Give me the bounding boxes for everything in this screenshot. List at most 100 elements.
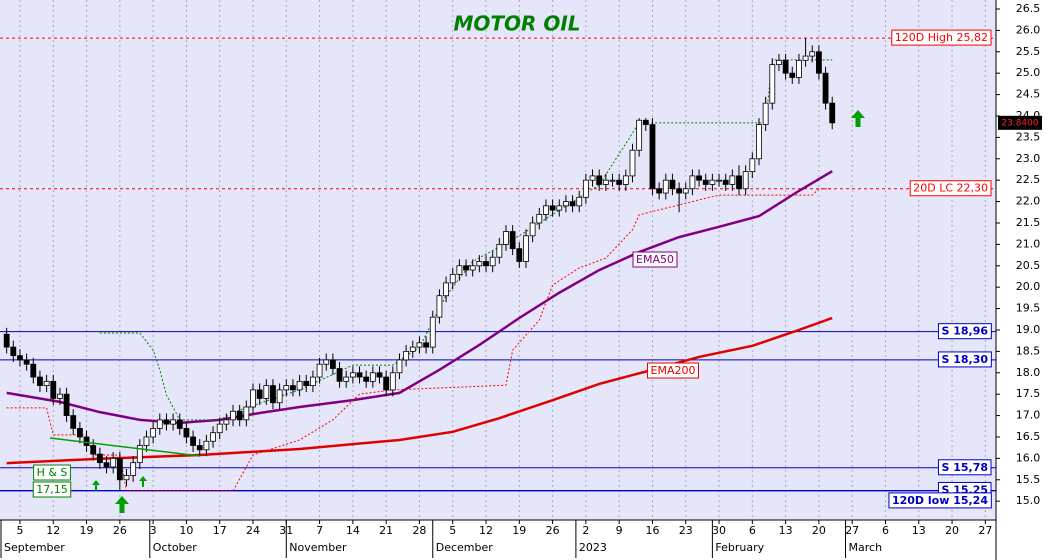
candle-body [236, 410, 243, 421]
candle-body [396, 359, 403, 374]
y-tick-label: 23.0 [1016, 152, 1041, 165]
month-label: September [4, 541, 65, 554]
candle-body [329, 359, 336, 369]
candle-body [63, 393, 70, 416]
x-tick-label: 30 [712, 524, 726, 537]
arrow-up [851, 110, 865, 127]
x-tick-label: 9 [616, 524, 623, 537]
candle-body [589, 175, 596, 181]
candle-body [243, 406, 250, 421]
y-tick-label: 25.0 [1016, 66, 1041, 79]
candle-body [3, 333, 10, 348]
x-tick-label: 5 [449, 524, 456, 537]
candle-body [789, 72, 796, 78]
y-tick-label: 25.5 [1016, 45, 1041, 58]
y-tick-label: 21.5 [1016, 216, 1041, 229]
month-label: December [436, 541, 494, 554]
level-label: 20D LC 22,30 [913, 182, 988, 195]
candle-body [449, 273, 456, 284]
candle-body [496, 243, 503, 258]
x-tick-label: 6 [749, 524, 756, 537]
candle-body [263, 385, 270, 399]
level-label: S 15,78 [941, 461, 988, 474]
candle-body [57, 393, 63, 399]
x-tick-label: 20 [812, 524, 826, 537]
candle-body [642, 119, 649, 125]
candle-body [483, 261, 489, 267]
candle-body [163, 419, 170, 425]
candle-body [123, 475, 130, 481]
month-label: March [849, 541, 883, 554]
plot-area [0, 0, 996, 520]
level-label-box [937, 351, 992, 368]
x-tick-label: 13 [779, 524, 793, 537]
y-tick-label: 20.5 [1016, 259, 1041, 272]
y-tick-label: 17.5 [1016, 387, 1041, 400]
channel-line [6, 188, 833, 492]
candle-body [256, 389, 263, 399]
candle-body [349, 372, 356, 378]
candle-body [250, 389, 256, 408]
x-tick-label: 13 [912, 524, 926, 537]
candle-body [156, 419, 163, 429]
x-tick-label: 6 [882, 524, 889, 537]
y-tick-label: 18.5 [1016, 344, 1041, 357]
series [0, 37, 996, 492]
candle-body [742, 171, 749, 190]
candle-body [110, 457, 117, 468]
candle-body [23, 359, 30, 365]
y-tick-label: 21.0 [1016, 237, 1041, 250]
candle-body [696, 175, 702, 181]
annotation-box [632, 251, 678, 268]
candles [3, 38, 836, 491]
ema-line [6, 170, 833, 425]
arrow-up [115, 496, 129, 513]
candle-body [602, 179, 609, 185]
candle-body [303, 380, 310, 387]
x-tick-label: 10 [179, 524, 193, 537]
candle-body [270, 385, 276, 404]
x-tick-label: 5 [16, 524, 23, 537]
level-label: 120D High 25,82 [895, 31, 988, 44]
candle-body [37, 376, 43, 387]
candle-body [310, 376, 316, 387]
candle-body [416, 342, 423, 348]
last-price-badge [998, 115, 1042, 130]
x-tick-label: 7 [316, 524, 323, 537]
candle-body [136, 445, 143, 464]
x-tick-label: 16 [645, 524, 659, 537]
candle-body [822, 72, 829, 104]
candle-body [503, 231, 509, 245]
candle-body [662, 179, 669, 194]
candle-body [43, 380, 50, 387]
arrow-up [92, 480, 100, 491]
candle-body [276, 389, 283, 404]
candle-body [296, 380, 303, 391]
y-tick-label: 19.5 [1016, 302, 1041, 315]
x-tick-label: 12 [46, 524, 60, 537]
candle-body [549, 205, 556, 211]
annotation-box [33, 464, 71, 481]
x-tick-label: 27 [978, 524, 992, 537]
candle-body [596, 175, 603, 185]
candle-body [649, 124, 656, 190]
candle-body [409, 346, 416, 352]
candle-body [290, 385, 296, 391]
candle-body [536, 214, 543, 224]
candle-body [469, 265, 476, 271]
x-tick-label: 24 [246, 524, 260, 537]
month-label: February [715, 541, 764, 554]
candle-body [116, 457, 123, 481]
candle-body [210, 432, 216, 442]
level-label: S 18,96 [941, 325, 988, 338]
candle-body [582, 179, 589, 198]
chart-title: MOTOR OIL [453, 12, 580, 36]
month-label: November [289, 541, 347, 554]
candle-body [702, 179, 709, 185]
y-tick-label: 17.0 [1016, 409, 1041, 422]
candle-body [722, 179, 729, 185]
level-label-box [937, 323, 992, 340]
channel-line [99, 59, 833, 421]
y-tick-label: 15.5 [1016, 473, 1041, 486]
